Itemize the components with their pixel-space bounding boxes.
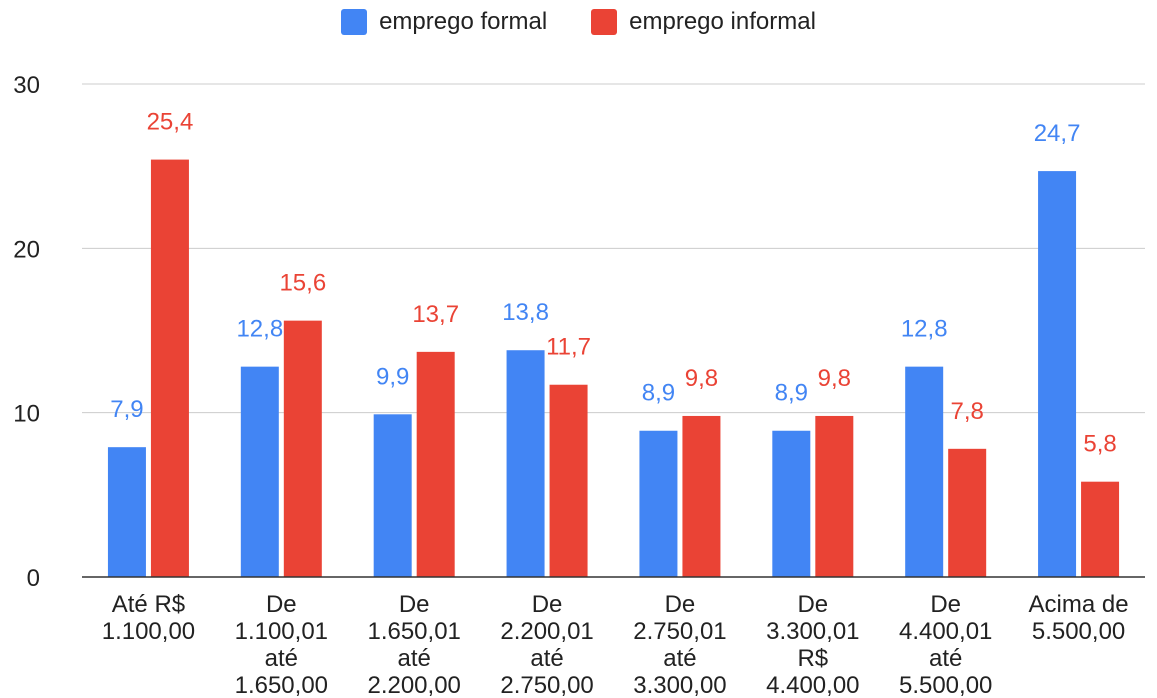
- y-tick-label: 10: [13, 401, 40, 428]
- legend-item-formal[interactable]: emprego formal: [341, 8, 547, 36]
- legend-swatch-formal: [341, 9, 368, 35]
- bar-informal-5[interactable]: [815, 415, 854, 577]
- value-label-informal-1: 15,6: [279, 270, 326, 297]
- y-tick-label: 0: [27, 565, 40, 592]
- legend: emprego formal emprego informal: [0, 8, 1157, 36]
- bar-formal-3[interactable]: [506, 350, 545, 577]
- y-tick-label: 30: [13, 72, 40, 99]
- x-tick-label-3: De 2.200,01 até 2.750,00: [500, 591, 593, 698]
- x-tick-label-6: De 4.400,01 até 5.500,00: [899, 591, 992, 698]
- value-label-informal-7: 5,8: [1083, 431, 1116, 458]
- bar-formal-7[interactable]: [1038, 171, 1077, 577]
- bar-formal-6[interactable]: [905, 366, 944, 577]
- x-axis-labels: Até R$ 1.100,00 De 1.100,01 até 1.650,00 De 1.6…: [102, 591, 1129, 698]
- value-label-formal-3: 13,8: [502, 299, 549, 326]
- x-tick-label-5: De 3.300,01 R$ 4.400,00: [766, 591, 859, 698]
- x-tick-label-0: Até R$ 1.100,00: [102, 591, 195, 645]
- x-tick-label-2: De 1.650,01 até 2.200,00: [367, 591, 460, 698]
- y-axis-ticks: 0 10 20 30: [13, 72, 40, 592]
- value-label-formal-2: 9,9: [376, 363, 409, 390]
- value-label-informal-2: 13,7: [412, 301, 459, 328]
- bar-formal-5[interactable]: [772, 430, 811, 577]
- value-label-formal-5: 8,9: [775, 380, 808, 407]
- value-label-formal-4: 8,9: [642, 380, 675, 407]
- bar-informal-1[interactable]: [283, 320, 322, 577]
- value-label-informal-4: 9,8: [685, 365, 718, 392]
- value-labels: 7,9 25,4 12,8 15,6 9,9 13,7 13,8 11,7 8,9 9,8 8,9 9…: [110, 109, 1117, 458]
- bars: [107, 159, 1120, 578]
- x-tick-label-1: De 1.100,01 até 1.650,00: [235, 591, 328, 698]
- value-label-informal-3: 11,7: [546, 334, 591, 361]
- legend-swatch-informal: [591, 9, 618, 35]
- legend-item-informal[interactable]: emprego informal: [591, 8, 816, 36]
- value-label-informal-6: 7,8: [951, 398, 984, 425]
- bar-informal-2[interactable]: [416, 351, 455, 577]
- x-tick-label-4: De 2.750,01 até 3.300,00: [633, 591, 726, 698]
- bar-informal-6[interactable]: [948, 448, 987, 577]
- value-label-formal-0: 7,9: [110, 396, 143, 423]
- bar-informal-4[interactable]: [682, 415, 721, 577]
- bar-formal-2[interactable]: [373, 414, 412, 577]
- value-label-informal-5: 9,8: [818, 365, 851, 392]
- bar-informal-0[interactable]: [150, 159, 189, 578]
- gridlines: [82, 83, 1145, 414]
- value-label-formal-1: 12,8: [236, 316, 283, 343]
- bar-formal-1[interactable]: [240, 366, 279, 577]
- bar-formal-4[interactable]: [639, 430, 678, 577]
- legend-label-informal: emprego informal: [629, 8, 816, 35]
- value-label-informal-0: 25,4: [147, 109, 194, 136]
- value-label-formal-6: 12,8: [901, 316, 948, 343]
- bar-informal-3[interactable]: [549, 384, 588, 577]
- y-tick-label: 20: [13, 236, 40, 263]
- legend-label-formal: emprego formal: [379, 8, 548, 35]
- value-label-formal-7: 24,7: [1034, 120, 1081, 147]
- bar-formal-0[interactable]: [107, 447, 146, 577]
- x-tick-label-7: Acima de 5.500,00: [1029, 591, 1129, 645]
- bar-informal-7[interactable]: [1081, 481, 1120, 577]
